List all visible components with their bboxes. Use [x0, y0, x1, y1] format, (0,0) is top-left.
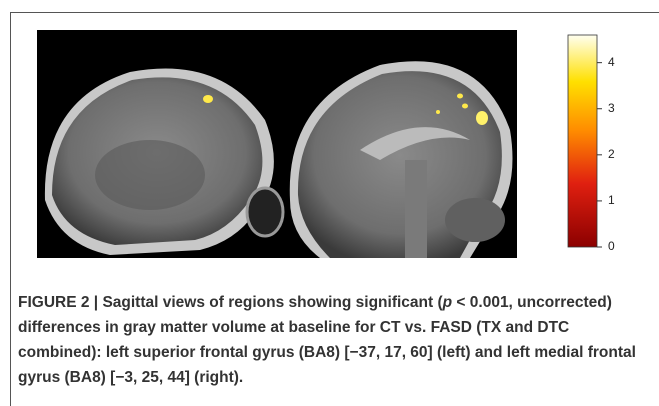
figure-image: 0 1 2 3 4	[0, 0, 659, 280]
colorbar-tick-label: 1	[608, 193, 615, 207]
caption-text: Sagittal views of regions showing signif…	[102, 294, 442, 311]
colorbar	[568, 35, 597, 247]
caption-label: FIGURE 2 |	[18, 294, 98, 311]
caption-italic: p	[443, 294, 452, 311]
colorbar-tick-label: 3	[608, 101, 615, 115]
colorbar-tick-label: 4	[608, 55, 615, 69]
caption: FIGURE 2 | Sagittal views of regions sho…	[18, 290, 638, 390]
colorbar-tick-label: 2	[608, 147, 615, 161]
colorbar-tick-label: 0	[608, 239, 615, 253]
page: 0 1 2 3 4 FIGURE 2 | Sagittal views of regio…	[0, 0, 659, 405]
